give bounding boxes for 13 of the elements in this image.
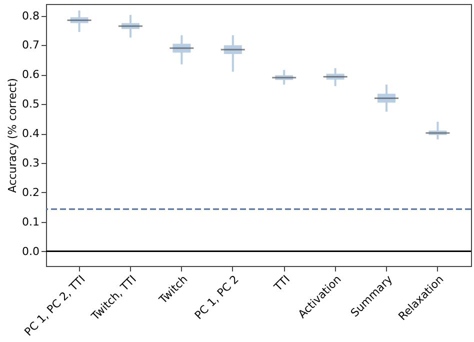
x-tick-label: TTI <box>271 272 293 294</box>
x-tick-label: PC 1, PC 2, TTI <box>22 272 88 339</box>
y-tick-label: 0.0 <box>22 244 40 258</box>
y-tick-label: 0.1 <box>22 215 40 228</box>
y-tick-label: 0.7 <box>22 38 40 52</box>
x-tick-label: PC 1, PC 2 <box>192 272 242 322</box>
y-tick-label: 0.6 <box>22 68 40 82</box>
y-tick-label: 0.8 <box>22 9 40 22</box>
y-tick-label: 0.2 <box>22 186 40 199</box>
y-tick-label: 0.5 <box>22 98 40 111</box>
y-axis-title: Accuracy (% correct) <box>6 78 20 193</box>
y-tick-label: 0.4 <box>22 127 40 140</box>
y-tick-label: 0.3 <box>22 156 40 170</box>
